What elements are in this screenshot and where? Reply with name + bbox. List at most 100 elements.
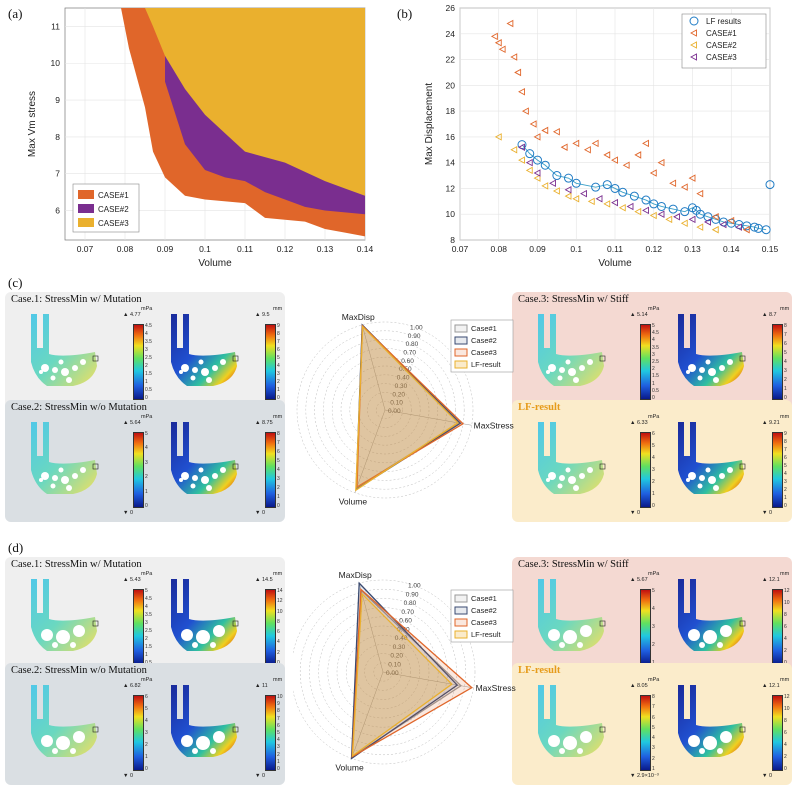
disp-tick: 8 bbox=[784, 439, 787, 445]
radar-ring bbox=[296, 321, 474, 499]
part-hole bbox=[179, 478, 183, 482]
radar-ring bbox=[305, 330, 465, 490]
legend-swatch bbox=[78, 190, 94, 199]
part-hole bbox=[39, 478, 43, 482]
legend-marker bbox=[690, 53, 697, 61]
point-lfresults bbox=[750, 222, 759, 232]
panel-title: Case.2: StressMin w/o Mutation bbox=[11, 665, 147, 676]
stress-tick: 1.5 bbox=[145, 371, 152, 377]
stress-tick: 2 bbox=[652, 642, 655, 648]
disp-tick: 6 bbox=[277, 722, 280, 729]
load-marker bbox=[232, 463, 239, 470]
radar-ring bbox=[373, 662, 393, 682]
point-case1 bbox=[688, 174, 696, 182]
legend-label: Case#3 bbox=[471, 348, 497, 357]
disp-max: ▲ 12.1 bbox=[762, 577, 780, 583]
stress-colorbar bbox=[640, 432, 651, 508]
part-hole bbox=[181, 629, 193, 641]
point-lfresults bbox=[571, 178, 581, 188]
part-hole bbox=[192, 642, 198, 648]
y-tick-label: 22 bbox=[446, 55, 456, 65]
stress-tick: 1 bbox=[652, 491, 655, 497]
point-case1 bbox=[506, 19, 514, 28]
disp-contour-plot bbox=[678, 314, 746, 386]
stress-contour-plot bbox=[538, 422, 606, 494]
stress-colorbar bbox=[133, 432, 144, 508]
disp-tick: 4 bbox=[784, 742, 787, 748]
disp-tick: 4 bbox=[784, 359, 787, 365]
legend-swatch bbox=[454, 606, 468, 615]
radar-tick-label: 0.20 bbox=[392, 391, 405, 398]
y-tick-label: 16 bbox=[446, 132, 456, 142]
radar-tick-label: 0.80 bbox=[406, 341, 419, 348]
point-lfresults bbox=[695, 209, 705, 219]
disp-tick: 2 bbox=[784, 377, 787, 383]
point-case2 bbox=[533, 174, 541, 182]
part-hole bbox=[41, 364, 49, 372]
disp-tick: 1 bbox=[277, 758, 280, 765]
stress-max: ▲ 5.14 bbox=[630, 312, 648, 318]
part-hole bbox=[686, 478, 690, 482]
part-hole bbox=[703, 736, 717, 750]
panel-title: Case.3: StressMin w/ Stiff bbox=[518, 294, 629, 305]
part-hole bbox=[717, 642, 723, 648]
part-hole bbox=[557, 375, 563, 381]
disp-tick: 0 bbox=[277, 766, 280, 772]
disp-tick: 7 bbox=[784, 447, 787, 453]
simulation-panel: Case.1: StressMin w/ Mutation mPa ▲ 5.43 5 4… bbox=[5, 557, 285, 679]
legend-label: Case#2 bbox=[471, 606, 497, 615]
part-hole bbox=[181, 364, 189, 372]
disp-max: ▲ 12.1 bbox=[762, 683, 780, 689]
legend-label: CASE#3 bbox=[706, 53, 737, 62]
disp-contour-plot bbox=[678, 579, 746, 651]
point-case1 bbox=[611, 156, 618, 164]
panel-label-d: (d) bbox=[8, 540, 24, 555]
point-case3 bbox=[704, 218, 711, 226]
stress-tick: 5 bbox=[652, 443, 655, 449]
disp-tick: 2 bbox=[784, 754, 787, 760]
radar-ring bbox=[299, 588, 467, 756]
stress-tick: 0 bbox=[652, 503, 655, 509]
load-marker bbox=[739, 620, 746, 627]
stress-tick: 1 bbox=[652, 766, 655, 772]
panel-title: Case.3: StressMin w/ Stiff bbox=[518, 559, 629, 570]
part-hole bbox=[720, 731, 732, 743]
point-case1 bbox=[521, 107, 529, 115]
point-case1 bbox=[680, 183, 688, 191]
radar-ring bbox=[340, 365, 430, 455]
stress-unit: mPa bbox=[141, 306, 153, 312]
stress-contour-plot bbox=[31, 579, 99, 651]
disp-max: ▲ 11 bbox=[255, 683, 268, 689]
load-marker bbox=[92, 726, 99, 733]
part-hole bbox=[72, 473, 78, 479]
stress-tick: 4 bbox=[652, 455, 655, 461]
stress-tick: 5 bbox=[145, 588, 148, 594]
radar-ring bbox=[336, 625, 430, 719]
part-hole bbox=[73, 731, 85, 743]
radar-tick-label: 0.00 bbox=[386, 670, 399, 677]
part-hole bbox=[210, 748, 216, 754]
point-case1 bbox=[583, 146, 591, 154]
y-axis-label: Max Displacement bbox=[424, 83, 435, 165]
stress-colorbar bbox=[133, 589, 144, 665]
point-lfresults bbox=[525, 149, 535, 159]
part-hole bbox=[548, 364, 556, 372]
part-hole bbox=[580, 625, 592, 637]
y-tick-label: 18 bbox=[446, 106, 456, 116]
point-case2 bbox=[510, 146, 518, 154]
stress-unit: mPa bbox=[648, 306, 660, 312]
stress-tick: 8 bbox=[652, 694, 655, 700]
disp-colorbar bbox=[772, 695, 783, 771]
disp-tick: 8 bbox=[784, 323, 787, 329]
part-hole bbox=[198, 467, 204, 473]
part-hole bbox=[713, 485, 719, 491]
point-case2 bbox=[552, 187, 560, 195]
simulation-panel: Case.2: StressMin w/o Mutation mPa ▲ 6.82 6… bbox=[5, 663, 285, 785]
disp-tick: 2 bbox=[784, 648, 787, 654]
part-hole bbox=[559, 748, 565, 754]
stress-min: ▼ 0 bbox=[630, 510, 641, 516]
stress-tick: 2 bbox=[652, 366, 655, 373]
disp-contour-plot bbox=[678, 685, 746, 757]
part-hole bbox=[210, 642, 216, 648]
radar-series-lf-result bbox=[355, 325, 459, 492]
